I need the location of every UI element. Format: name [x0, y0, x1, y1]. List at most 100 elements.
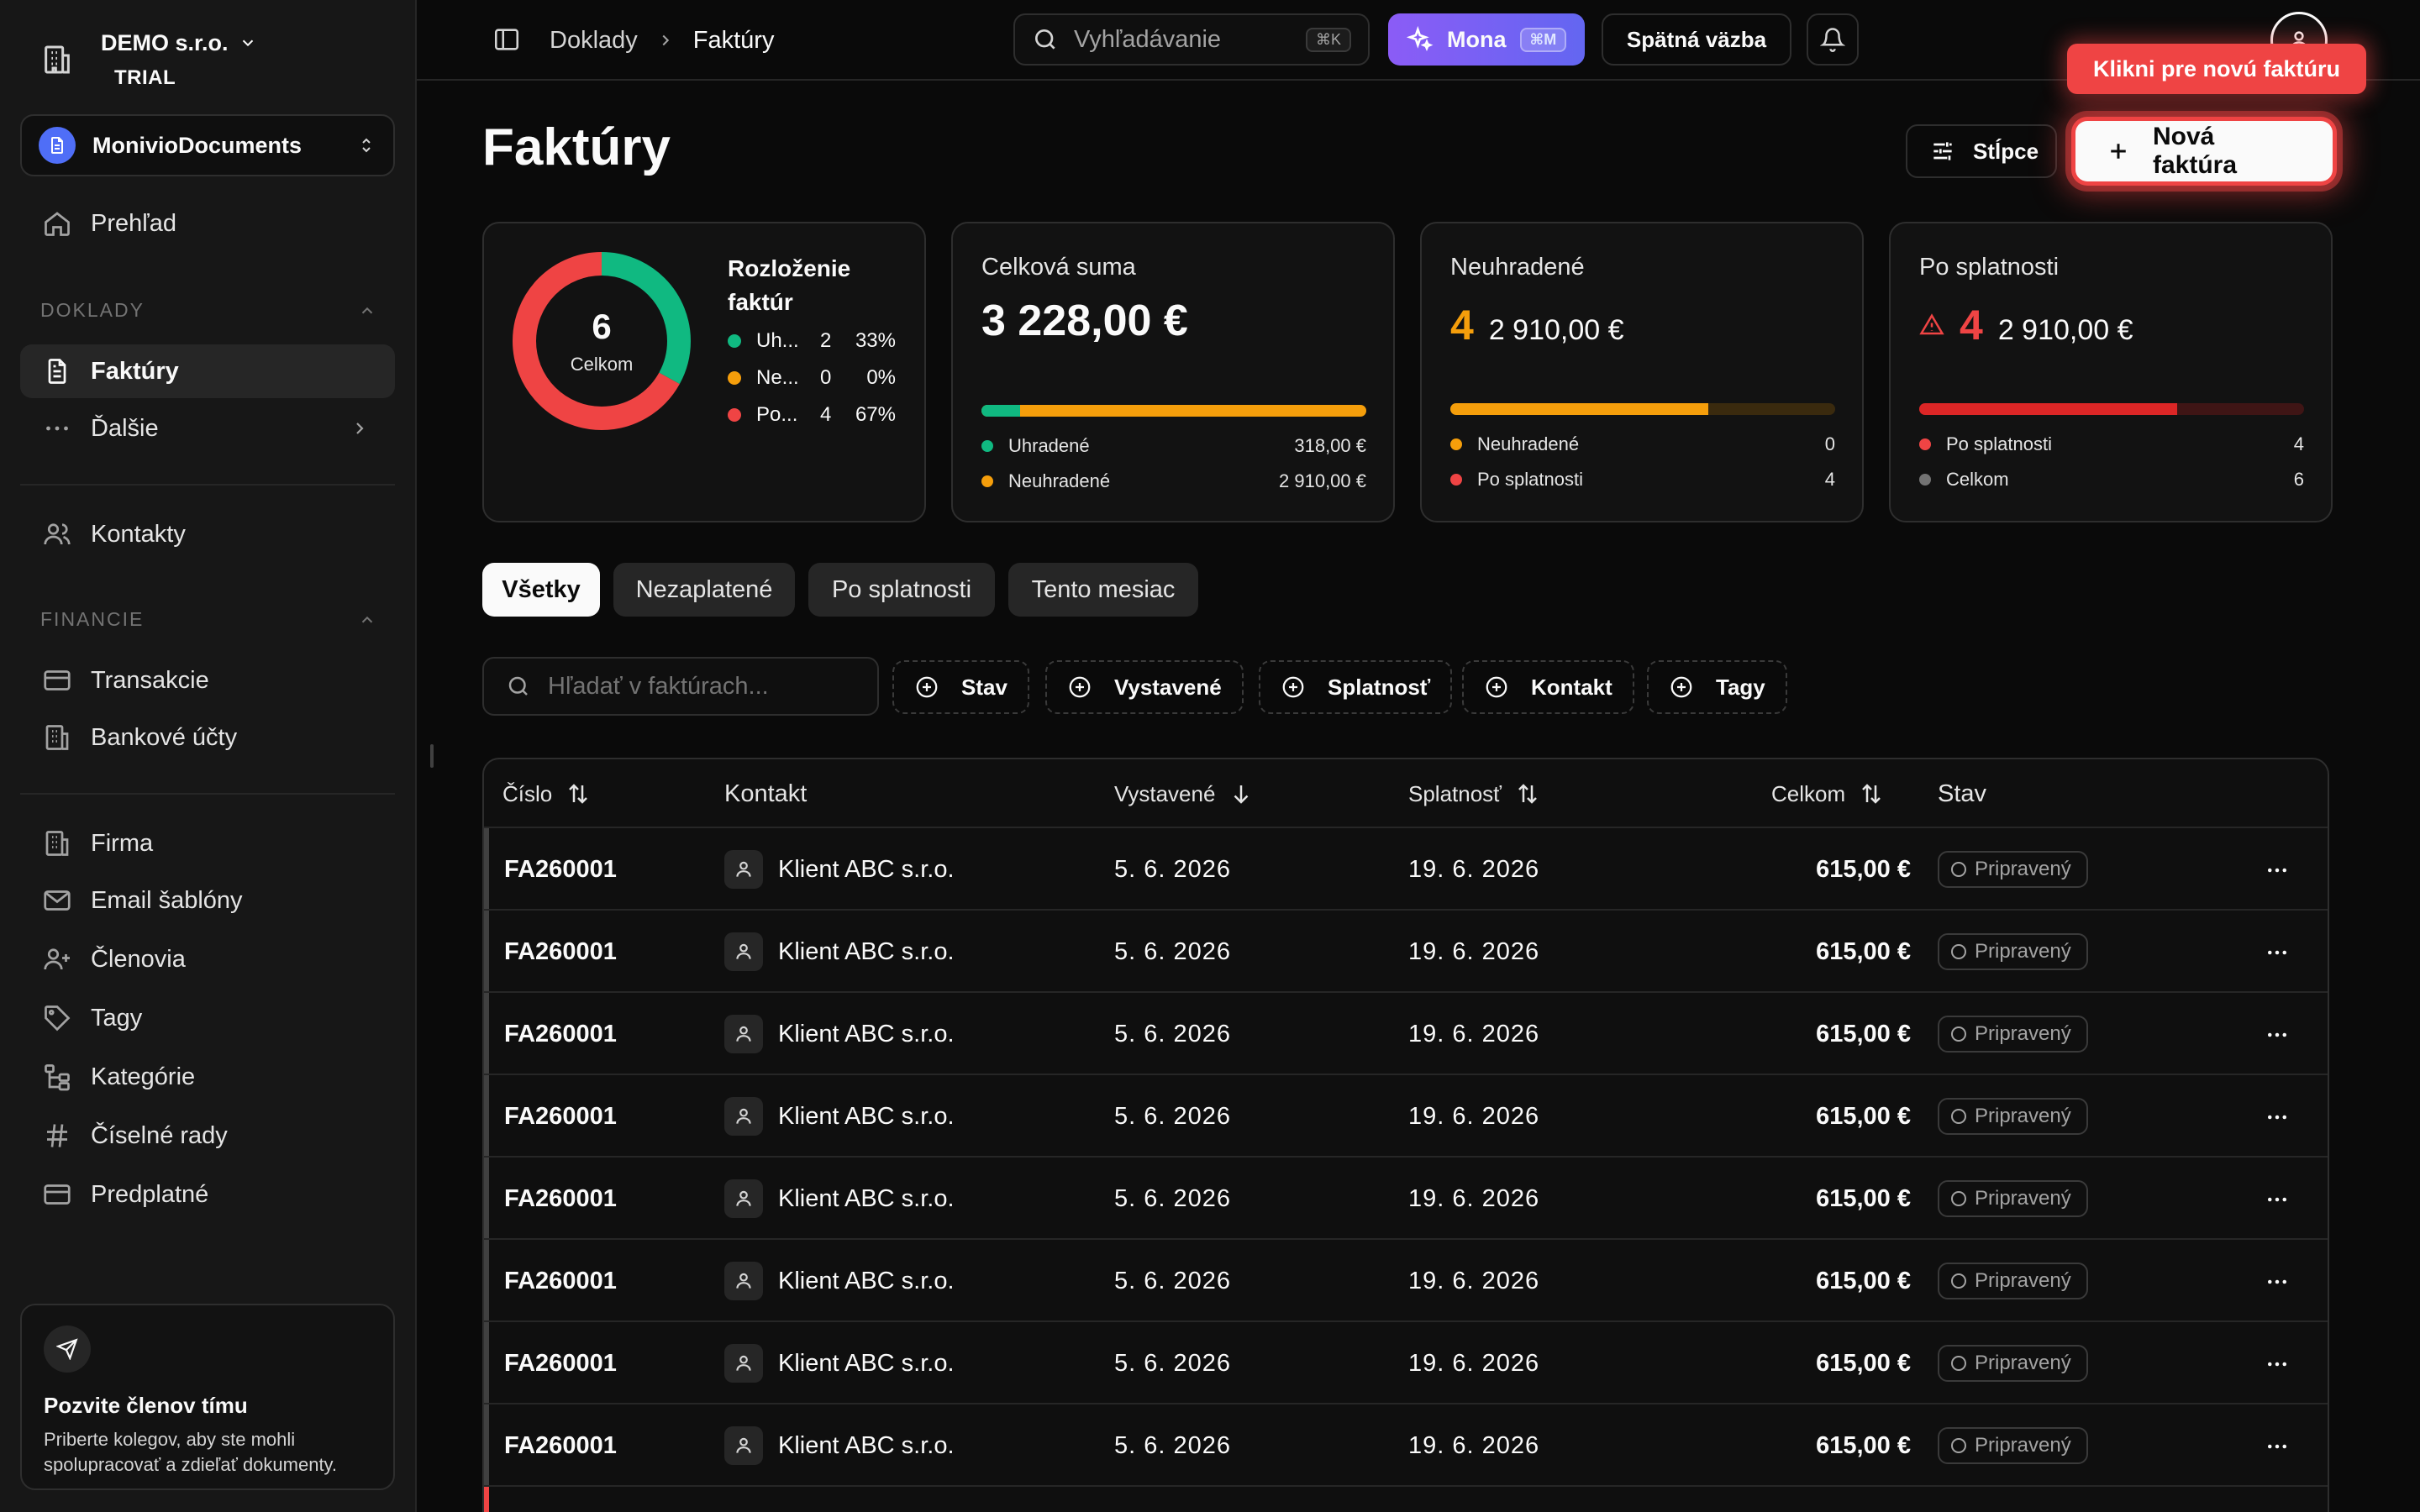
mona-shortcut: ⌘M [1519, 27, 1567, 52]
row-actions-icon[interactable] [2260, 936, 2294, 969]
invoice-number[interactable]: FA260001 [504, 1020, 617, 1047]
section-header-financie[interactable]: FINANCIE [40, 608, 376, 631]
tab-overdue[interactable]: Po splatnosti [808, 563, 995, 617]
sidebar-item-clenovia[interactable]: Členovia [20, 932, 395, 986]
new-invoice-button[interactable]: Nová faktúra [2075, 121, 2333, 181]
column-header-number[interactable]: Číslo [502, 759, 591, 828]
filter-chip-issued[interactable]: Vystavené [1045, 660, 1244, 714]
column-header-total[interactable]: Celkom [1771, 759, 1884, 828]
sidebar-item-transakcie[interactable]: Transakcie [20, 654, 395, 707]
table-row[interactable]: FA260001 Klient ABC s.r.o. 5. 6. 2026 19. 6… [484, 1075, 2328, 1158]
legend-value: 4 [2293, 433, 2304, 454]
table-row[interactable]: FA260001 Klient ABC s.r.o. 5. 6. 2026 19. 6… [484, 1158, 2328, 1240]
notifications-button[interactable] [1807, 13, 1859, 66]
contact-cell[interactable]: Klient ABC s.r.o. [724, 911, 955, 993]
sidebar-item-ciselne-rady[interactable]: Číselné rady [20, 1109, 395, 1163]
columns-button[interactable]: Stĺpce [1906, 124, 2057, 178]
table-row[interactable]: FA260001 Klient ABC s.r.o. 5. 6. 2026 19. 6… [484, 993, 2328, 1075]
contact-cell[interactable]: Klient ABC s.r.o. [724, 1322, 955, 1404]
plus-circle-icon [914, 675, 939, 700]
filter-chip-due[interactable]: Splatnosť [1259, 660, 1453, 714]
table-row[interactable]: FA260001 Klient ABC s.r.o. 5. 6. 2026 19. 6… [484, 1322, 2328, 1404]
card-title: Po splatnosti [1919, 254, 2060, 281]
user-icon [724, 1179, 763, 1218]
row-actions-icon[interactable] [2260, 1347, 2294, 1381]
table-row[interactable]: FA260001 Klient ABC s.r.o. 5. 6. 2026 19. 6… [484, 911, 2328, 993]
sidebar-item-firma[interactable]: Firma [20, 816, 395, 870]
invoice-number[interactable]: FA260001 [504, 1102, 617, 1130]
row-actions-icon[interactable] [2260, 853, 2294, 887]
send-icon [44, 1326, 91, 1373]
column-header-due[interactable]: Splatnosť [1408, 759, 1540, 828]
row-actions-icon[interactable] [2260, 1430, 2294, 1463]
tab-unpaid[interactable]: Nezaplatené [613, 563, 795, 617]
status-label: Pripravený [1975, 1022, 2071, 1045]
tab-this-month[interactable]: Tento mesiac [1008, 563, 1198, 617]
mona-button[interactable]: Mona ⌘M [1388, 13, 1585, 66]
table-row[interactable]: FA260001 Klient ABC s.r.o. 5. 6. 2026 19. 6… [484, 1404, 2328, 1487]
contact-cell[interactable]: Klient ABC s.r.o. [724, 1075, 955, 1158]
table-row[interactable]: FA260001 Klient ABC s.r.o. 5. 6. 2026 19. 6… [484, 1240, 2328, 1322]
sidebar-item-email-sablony[interactable]: Email šablóny [20, 874, 395, 927]
invoice-search-input[interactable] [548, 672, 850, 701]
sidebar-item-label: Členovia [91, 945, 186, 973]
column-header-status[interactable]: Stav [1938, 759, 1986, 828]
sidebar-item-bankove-ucty[interactable]: Bankové účty [20, 711, 395, 764]
legend-label: Neuhradené [1477, 433, 1580, 454]
invoice-search[interactable] [482, 657, 879, 716]
invoice-number[interactable]: FA260001 [504, 1267, 617, 1294]
breadcrumb-doklady[interactable]: Doklady [550, 26, 638, 54]
invoice-number[interactable]: FA260001 [504, 1184, 617, 1212]
sidebar-item-label: Firma [91, 829, 154, 857]
filter-chip-contact[interactable]: Kontakt [1462, 660, 1634, 714]
global-search[interactable]: Vyhľadávanie ⌘K [1013, 13, 1370, 66]
sidebar-item-kategorie[interactable]: Kategórie [20, 1050, 395, 1104]
table-row[interactable] [484, 1487, 2328, 1512]
feedback-button[interactable]: Spätná väzba [1602, 13, 1791, 66]
filter-chip-tags[interactable]: Tagy [1647, 660, 1787, 714]
table-row[interactable]: FA260001 Klient ABC s.r.o. 5. 6. 2026 19. 6… [484, 828, 2328, 911]
row-actions-icon[interactable] [2260, 1265, 2294, 1299]
invoice-number[interactable]: FA260001 [504, 855, 617, 883]
circle-icon [1951, 944, 1966, 959]
sidebar-item-predplatne[interactable]: Predplatné [20, 1168, 395, 1221]
divider [20, 793, 395, 795]
sidebar-item-kontakty[interactable]: Kontakty [20, 507, 395, 561]
contact-cell[interactable]: Klient ABC s.r.o. [724, 828, 955, 911]
file-text-icon [40, 354, 74, 388]
column-header-issued[interactable]: Vystavené [1114, 759, 1254, 828]
sidebar-toggle-icon[interactable] [492, 25, 521, 54]
invoice-number[interactable]: FA260001 [504, 937, 617, 965]
contact-cell[interactable]: Klient ABC s.r.o. [724, 1158, 955, 1240]
tab-all[interactable]: Všetky [482, 563, 600, 617]
invoice-number[interactable]: FA260001 [504, 1349, 617, 1377]
contact-cell[interactable]: Klient ABC s.r.o. [724, 993, 955, 1075]
workspace-switcher[interactable]: MonivioDocuments [20, 114, 395, 176]
circle-icon [1951, 1191, 1966, 1206]
legend-row: Po splatnosti 4 [1919, 433, 2304, 455]
distribution-row-overdue: Po... 4 67% [728, 403, 896, 427]
sidebar-resize-handle[interactable] [430, 744, 434, 768]
status-label: Pripravený [1975, 858, 2071, 880]
sidebar-item-faktury[interactable]: Faktúry [20, 344, 395, 398]
row-actions-icon[interactable] [2260, 1100, 2294, 1134]
table-header: Číslo Kontakt Vystavené Splatnosť Celkom… [484, 759, 2328, 828]
sidebar-item-overview[interactable]: Prehľad [20, 197, 395, 250]
filter-chip-status[interactable]: Stav [892, 660, 1029, 714]
column-header-contact[interactable]: Kontakt [724, 759, 807, 828]
invite-card[interactable]: Pozvite členov tímu Priberte kolegov, ab… [20, 1304, 395, 1490]
sidebar-item-tagy[interactable]: Tagy [20, 991, 395, 1045]
invite-text: Priberte kolegov, aby ste mohli spolupra… [44, 1429, 338, 1475]
sidebar-item-label: Ďalšie [91, 414, 159, 442]
sidebar-item-dalsie[interactable]: Ďalšie [20, 402, 395, 455]
row-actions-icon[interactable] [2260, 1018, 2294, 1052]
status-badge: Pripravený [1938, 1263, 2088, 1299]
row-actions-icon[interactable] [2260, 1183, 2294, 1216]
section-label: FINANCIE [40, 608, 145, 630]
org-switcher[interactable]: DEMO s.r.o. TRIAL [40, 24, 393, 96]
contact-cell[interactable]: Klient ABC s.r.o. [724, 1404, 955, 1487]
invoice-number[interactable]: FA260001 [504, 1431, 617, 1459]
contact-cell[interactable]: Klient ABC s.r.o. [724, 1240, 955, 1322]
chip-label: Stav [961, 674, 1007, 700]
section-header-doklady[interactable]: DOKLADY [40, 299, 376, 322]
